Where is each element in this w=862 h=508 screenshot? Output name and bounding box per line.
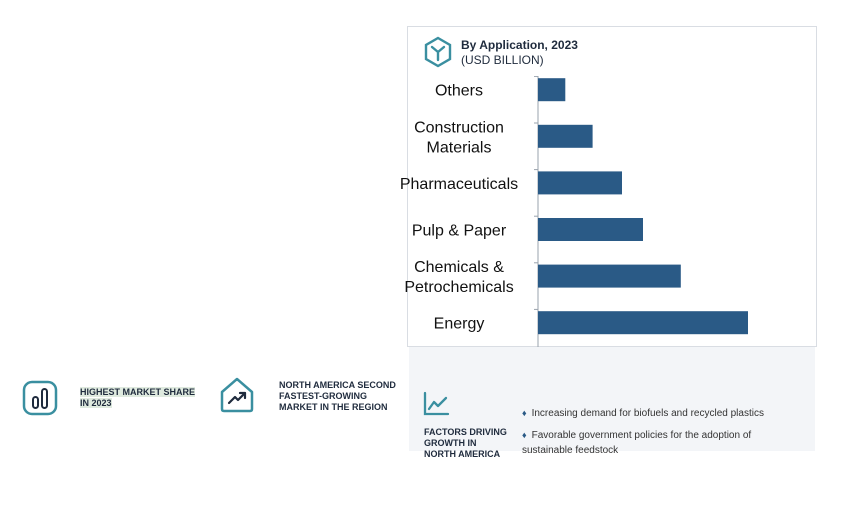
category-label: Pharmaceuticals [400, 176, 518, 193]
bar-chart: Energy Chemicals & Petrochemicals Pulp & Pa… [400, 76, 748, 350]
kpi-line: FASTEST-GROWING [279, 391, 368, 401]
category-label: Construction Materials [414, 119, 504, 156]
factors-label-line: NORTH AMERICA [424, 449, 501, 459]
factors-label-line: FACTORS DRIVING [424, 427, 507, 437]
bar-pharmaceuticals [538, 171, 622, 195]
kpi-north-america: NORTH AMERICA SECOND FASTEST-GROWING MAR… [279, 380, 396, 413]
kpi-line: HIGHEST MARKET SHARE [80, 387, 196, 397]
factor-text: Favorable government policies for the ad… [522, 430, 752, 456]
factors-label: FACTORS DRIVING GROWTH IN NORTH AMERICA [424, 427, 514, 460]
category-label: Others [435, 83, 483, 100]
kpi-line: NORTH AMERICA SECOND [279, 380, 396, 390]
factor-item: ♦ Favorable government policies for the a… [522, 428, 802, 458]
bar-pulp-paper [538, 218, 643, 241]
hexagon-y-icon [424, 36, 452, 68]
chart-subtitle: (USD BILLION) [461, 53, 544, 67]
factor-text: Increasing demand for biofuels and recyc… [531, 408, 764, 419]
category-label: Pulp & Paper [412, 223, 507, 240]
bar-chemicals-petrochemicals [538, 264, 681, 288]
line-chart-icon [423, 391, 450, 416]
kpi-line: MARKET IN THE REGION [279, 402, 388, 412]
diamond-bullet-icon: ♦ [522, 408, 527, 418]
trend-up-house-icon [220, 377, 254, 413]
bar-chart-icon [22, 380, 58, 416]
factors-label-line: GROWTH IN [424, 438, 477, 448]
category-label: Energy [434, 316, 485, 333]
footer-band [409, 347, 815, 451]
kpi-line: IN 2023 [80, 398, 112, 408]
factor-item: ♦ Increasing demand for biofuels and recy… [522, 406, 802, 421]
diamond-bullet-icon: ♦ [522, 430, 527, 440]
bar-others [538, 78, 566, 102]
bar-energy [538, 311, 748, 335]
kpi-highest-share: HIGHEST MARKET SHARE IN 2023 [80, 387, 196, 409]
bar-construction-materials [538, 124, 593, 148]
category-label: Chemicals & Petrochemicals [404, 259, 513, 296]
chart-title: By Application, 2023 [461, 38, 578, 52]
